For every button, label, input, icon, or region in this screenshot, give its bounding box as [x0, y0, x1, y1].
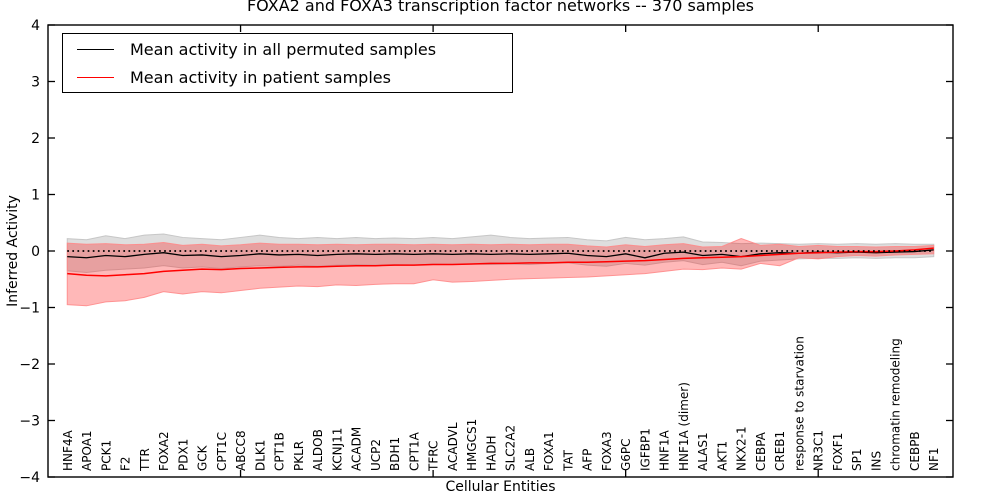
x-category-label: ABCC8 [234, 430, 248, 471]
x-category-label: HNF1A [658, 429, 672, 471]
x-category-label: SP1 [850, 449, 864, 472]
x-category-label: UCP2 [369, 439, 383, 471]
x-category-label: CEBPA [754, 431, 768, 471]
y-tick-label: −1 [19, 301, 40, 317]
y-tick-label: −3 [19, 414, 40, 430]
x-category-label: HNF1A (dimer) [677, 382, 691, 471]
x-category-label: TTR [138, 448, 152, 472]
y-tick-label: 2 [31, 131, 40, 147]
x-category-label: HMGCS1 [465, 419, 479, 471]
x-category-label: FOXA2 [157, 431, 171, 471]
y-tick-label: 0 [31, 244, 40, 260]
x-category-label: BDH1 [388, 437, 402, 471]
legend-label-permuted: Mean activity in all permuted samples [130, 39, 437, 59]
y-axis-label: Inferred Activity [5, 195, 21, 307]
x-category-label: ALDOB [311, 429, 325, 471]
x-category-label: KCNJ11 [330, 428, 344, 471]
x-category-label: PCK1 [99, 440, 113, 471]
x-category-label: chromatin remodeling [889, 338, 903, 471]
y-tick-label: 1 [31, 188, 40, 204]
legend: Mean activity in all permuted samples Me… [62, 33, 513, 93]
chart-title: FOXA2 and FOXA3 transcription factor net… [246, 0, 755, 15]
x-category-label: F2 [119, 456, 133, 471]
permuted-line-swatch [77, 48, 114, 50]
y-tick-label: 3 [31, 75, 40, 91]
x-category-label: TFRC [427, 441, 441, 472]
x-category-label: INS [869, 451, 883, 471]
x-category-label: ACADM [350, 427, 364, 471]
y-tick-label: −4 [19, 470, 40, 486]
x-category-label: APOA1 [80, 430, 94, 471]
x-category-label: DLK1 [253, 440, 267, 471]
x-category-label: SLC2A2 [504, 425, 518, 471]
x-category-label: G6PC [619, 438, 633, 471]
x-category-label: TAT [561, 449, 575, 472]
x-category-label: CPT1C [215, 432, 229, 471]
x-category-label: AKT1 [715, 441, 729, 471]
x-category-label: CPT1B [273, 432, 287, 471]
x-category-label: response to starvation [792, 336, 806, 471]
x-category-label: PKLR [292, 441, 306, 471]
x-category-label: FOXA3 [600, 431, 614, 471]
legend-row-permuted: Mean activity in all permuted samples [63, 36, 512, 62]
x-category-label: IGFBP1 [638, 428, 652, 471]
y-tick-label: −2 [19, 357, 40, 373]
x-category-label: HADH [484, 436, 498, 472]
x-category-label: HNF4A [61, 429, 75, 471]
permuted-samples-band [66, 233, 935, 273]
x-category-label: NR3C1 [812, 430, 826, 471]
x-category-label: CREB1 [773, 431, 787, 471]
x-axis-label: Cellular Entities [445, 479, 556, 495]
legend-label-patient: Mean activity in patient samples [130, 67, 391, 87]
legend-row-patient: Mean activity in patient samples [63, 64, 512, 90]
x-category-label: ACADVL [446, 422, 460, 471]
x-category-label: ALAS1 [696, 432, 710, 471]
x-category-label: FOXF1 [831, 433, 845, 471]
permuted-mean-line [67, 249, 934, 259]
x-category-label: GCK [196, 444, 210, 471]
x-category-label: FOXA1 [542, 431, 556, 471]
x-category-label: NKX2-1 [735, 426, 749, 471]
patient-line-swatch [77, 76, 114, 78]
x-category-label: CEBPB [908, 431, 922, 471]
x-category-label: ALB [523, 448, 537, 471]
x-category-label: CPT1A [407, 431, 421, 471]
x-category-label: NF1 [927, 447, 941, 471]
y-tick-label: 4 [31, 18, 40, 34]
patient-samples-band [66, 238, 935, 307]
x-category-label: PDX1 [176, 439, 190, 471]
x-category-label: AFP [581, 449, 595, 471]
patient-mean-line [67, 247, 934, 277]
